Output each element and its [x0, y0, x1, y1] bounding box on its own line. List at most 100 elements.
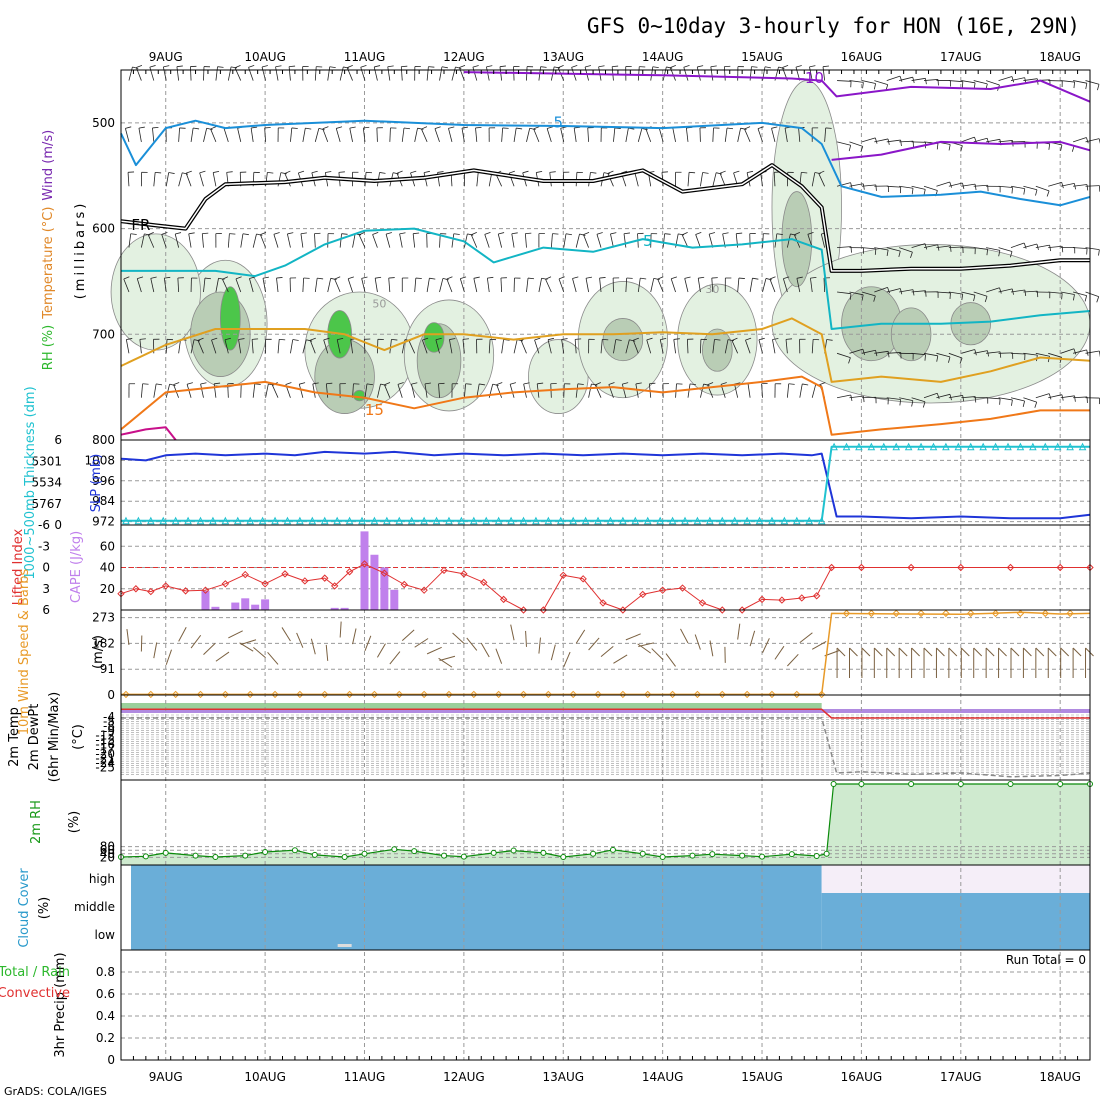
wind-barb: [731, 340, 739, 354]
precip-convective-label: Convective: [0, 986, 70, 1001]
wind-barb: [998, 76, 1013, 81]
temp-contour-15: [120, 375, 1090, 436]
thickness-marker: [842, 442, 851, 451]
rh2m-marker: [759, 853, 766, 860]
wind-barb: [747, 383, 751, 398]
wind-barb-flag: [860, 146, 864, 153]
y-tick-wind10: 0: [107, 688, 115, 702]
wind-barb: [886, 247, 901, 252]
thickness-marker: [184, 516, 192, 525]
wind-barb: [1060, 291, 1075, 295]
wind10-barb: [811, 641, 827, 650]
wind10-marker: [544, 690, 553, 699]
wind-barb-flag: [764, 66, 771, 69]
wind-barb-flag: [848, 145, 852, 152]
wind-barb: [411, 383, 416, 398]
wind-barb-flag: [545, 276, 552, 280]
wind-barb-flag: [736, 232, 743, 235]
wind-barb: [185, 173, 192, 187]
wind-barb-flag: [936, 355, 939, 362]
wind-barb-flag: [471, 232, 477, 236]
wind-barb: [899, 185, 914, 189]
x-tick-top: 12AUG: [443, 50, 485, 64]
wind10-marker: [395, 690, 403, 699]
wind-barb: [973, 80, 988, 85]
wind10-barb: [510, 624, 515, 641]
lifted-index-marker: [499, 595, 508, 604]
wind-barb-flag: [571, 64, 578, 68]
wind-barb: [128, 66, 133, 81]
wind-barb-flag: [910, 252, 913, 258]
wind-barb: [290, 339, 294, 354]
wind10-barb-flag: [1023, 647, 1032, 657]
wind-barb-flag: [188, 232, 195, 235]
rh2m-marker: [689, 852, 696, 859]
wind-barb: [302, 128, 306, 142]
wind-barb: [1023, 243, 1038, 248]
wind-barb: [886, 75, 901, 81]
wind-barb: [271, 384, 279, 398]
wind-barb-flag: [509, 170, 515, 174]
wind-barb-flag: [790, 233, 797, 236]
lifted-index-marker: [261, 580, 269, 588]
contour-label: 50: [372, 298, 386, 311]
lifted-index-marker: [241, 570, 249, 579]
wind-barb: [361, 278, 366, 293]
wind-barb-flag: [217, 66, 224, 68]
rh2m-marker: [341, 854, 348, 861]
y-tick-cape: 20: [100, 582, 115, 596]
wind-barb: [849, 395, 864, 399]
x-tick-top: 15AUG: [741, 50, 783, 64]
x-tick-bottom: 15AUG: [741, 1070, 783, 1084]
wind-barb: [613, 339, 617, 354]
lifted-index-marker: [380, 569, 389, 577]
wind-barb: [188, 233, 192, 248]
wind-barb-flag: [360, 65, 367, 68]
wind-barb-flag: [607, 170, 614, 174]
wind10-speed-line: [121, 611, 1091, 696]
rh2m-marker: [639, 850, 646, 857]
wind-barb-flag: [898, 250, 901, 258]
wind-barb-flag: [238, 338, 245, 340]
wind-barb: [364, 383, 368, 398]
wind-barb-flag: [633, 337, 640, 341]
wind-barb: [463, 233, 468, 248]
wind-barb: [861, 247, 876, 250]
wind-barb: [401, 127, 405, 142]
rh2m-marker: [242, 852, 249, 859]
wind-barb: [260, 234, 266, 248]
wind10-barb: [426, 646, 442, 655]
y-tick-precip: 0.4: [96, 1009, 115, 1023]
rh2m-marker: [560, 854, 567, 861]
wind-barb: [147, 234, 155, 248]
wind-barb: [874, 287, 888, 293]
wind-barb-flag: [809, 65, 816, 68]
wind10-marker: [345, 690, 354, 699]
wind-barb-flag: [298, 170, 305, 174]
wind-barb: [724, 127, 728, 142]
y-tick-slp: 972: [92, 515, 115, 529]
x-tick-bottom: 10AUG: [244, 1070, 286, 1084]
wind10-marker: [817, 690, 826, 699]
wind-barb: [986, 397, 1001, 400]
wind-barb: [128, 233, 132, 248]
y-tick-rh: 40: [100, 847, 115, 861]
wind-barb-flag: [249, 276, 256, 279]
wind-barb: [1060, 395, 1075, 399]
wind-barb: [434, 128, 440, 143]
wind-barb-flag: [697, 65, 704, 68]
wind-barb-flag: [874, 248, 877, 255]
wind-barb: [302, 339, 307, 354]
wind-barb-flag: [778, 66, 785, 69]
wind-barb: [1085, 291, 1099, 298]
wind10-barb: [296, 632, 304, 648]
wind-barb-flag: [683, 65, 690, 68]
wind10-marker: [370, 690, 379, 699]
x-tick-bottom: 9AUG: [149, 1070, 183, 1084]
wind-barb: [414, 278, 417, 293]
wind-barb-flag: [740, 127, 747, 130]
wind-barb-flag: [210, 126, 217, 130]
wind-barb-flag: [1073, 348, 1077, 355]
wind-barb-flag: [399, 232, 406, 235]
wind-barb: [300, 233, 304, 248]
